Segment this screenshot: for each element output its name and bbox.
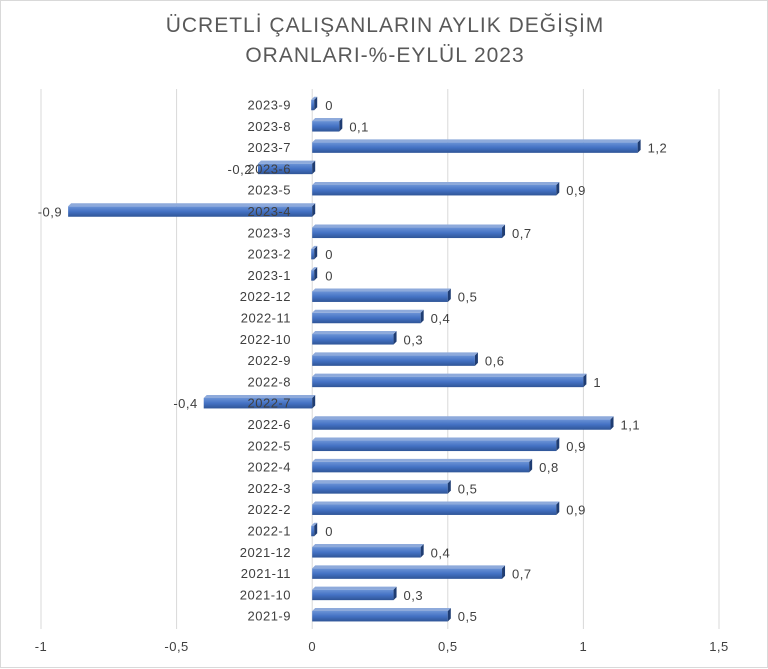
- bar: [312, 118, 343, 132]
- bar: [68, 203, 316, 217]
- chart-title: ÜCRETLİ ÇALIŞANLARIN AYLIK DEĞİŞİM ORANL…: [165, 14, 605, 67]
- bar: [312, 607, 451, 622]
- bar: [312, 224, 506, 239]
- bar: [312, 181, 560, 196]
- category-label: 2021-11: [241, 566, 291, 581]
- category-label: 2023-6: [248, 161, 291, 176]
- bar: [312, 288, 451, 302]
- data-label: 1: [593, 375, 601, 390]
- data-label: 0,7: [512, 226, 532, 241]
- category-label: 2021-12: [240, 545, 291, 560]
- data-labels: 0 0,1 1,2 -0,2 0,9 -0,9 0,7 0 0 0,5 0,4 0,3 0,6 1 -0,4…: [38, 98, 668, 624]
- bar: [312, 480, 451, 494]
- category-label: 2023-5: [248, 183, 291, 198]
- bar: [311, 96, 318, 111]
- category-label: 2023-4: [248, 204, 291, 219]
- category-label: 2022-6: [248, 417, 291, 432]
- data-label: 0: [325, 98, 333, 113]
- bar: [312, 458, 533, 473]
- data-label: -0,4: [173, 396, 197, 411]
- category-label: 2022-3: [248, 481, 291, 496]
- data-label: 0,5: [458, 290, 478, 305]
- bar: [312, 586, 397, 601]
- data-label: 0,5: [458, 609, 478, 624]
- bar: [312, 565, 506, 579]
- data-label: 0,3: [404, 332, 424, 347]
- category-labels: 2023-9 2023-8 2023-7 2023-6 2023-5 2023-4 2023…: [240, 98, 291, 624]
- bar: [312, 331, 397, 345]
- category-label: 2023-9: [248, 98, 291, 113]
- bar: [312, 139, 641, 153]
- category-label: 2023-8: [248, 119, 291, 134]
- category-label: 2021-10: [240, 587, 291, 602]
- category-label: 2021-9: [248, 609, 291, 624]
- category-label: 2022-2: [248, 502, 291, 517]
- bars: [68, 96, 641, 622]
- bar: [312, 501, 560, 515]
- data-label: 1,1: [621, 418, 641, 433]
- bar: [203, 394, 316, 409]
- category-label: 2023-3: [248, 225, 291, 240]
- data-label: 0,5: [458, 481, 478, 496]
- bar: [311, 522, 318, 537]
- category-label: 2022-7: [248, 396, 291, 411]
- category-label: 2022-8: [248, 374, 291, 389]
- category-label: 2022-1: [248, 524, 291, 539]
- bar: [312, 373, 587, 388]
- data-label: -0,9: [38, 205, 62, 220]
- data-label: 1,2: [648, 141, 668, 156]
- data-label: 0,9: [566, 503, 586, 518]
- data-label: 0,4: [431, 311, 451, 326]
- category-label: 2022-10: [240, 332, 291, 347]
- category-label: 2022-9: [248, 353, 291, 368]
- data-label: -0,2: [228, 162, 252, 177]
- bar: [312, 416, 614, 430]
- bar: [312, 544, 424, 558]
- x-tick-label: 1: [580, 639, 588, 654]
- data-label: 0,6: [485, 354, 505, 369]
- bar: [312, 437, 560, 452]
- category-label: 2023-2: [248, 247, 291, 262]
- x-tick-label: 0,5: [438, 639, 458, 654]
- data-label: 0: [325, 268, 333, 283]
- x-axis-ticks: -1 -0,5 0 0,5 1 1,5: [35, 639, 729, 654]
- data-label: 0,7: [512, 567, 532, 582]
- data-label: 0,1: [349, 119, 369, 134]
- data-label: 0: [325, 247, 333, 262]
- category-label: 2022-5: [248, 438, 291, 453]
- x-tick-label: 0: [308, 639, 316, 654]
- data-label: 0,4: [431, 545, 451, 560]
- bar: [312, 352, 478, 366]
- category-label: 2023-1: [248, 268, 291, 283]
- data-label: 0,8: [539, 460, 559, 475]
- bar: [311, 267, 318, 281]
- x-tick-label: -1: [35, 639, 48, 654]
- data-label: 0,3: [404, 588, 424, 603]
- category-label: 2022-12: [240, 289, 291, 304]
- bar: [312, 309, 424, 324]
- data-label: 0,9: [566, 183, 586, 198]
- category-label: 2023-7: [248, 140, 291, 155]
- category-label: 2022-4: [248, 460, 291, 475]
- data-label: 0: [325, 524, 333, 539]
- bar: [311, 245, 318, 260]
- bar: [257, 160, 316, 175]
- x-tick-label: -0,5: [164, 639, 188, 654]
- data-label: 0,9: [566, 439, 586, 454]
- category-label: 2022-11: [241, 311, 291, 326]
- x-tick-label: 1,5: [709, 639, 729, 654]
